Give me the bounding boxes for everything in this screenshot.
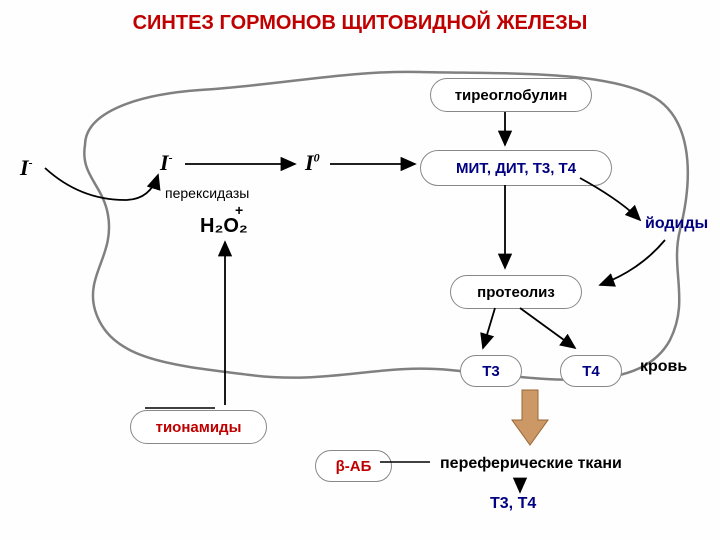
t3-label: Т3: [482, 363, 500, 380]
t3t4-final-label: Т3, Т4: [490, 495, 536, 513]
node-thyroglobulin: тиреоглобулин: [430, 78, 592, 112]
node-beta-ab: β-АБ: [315, 450, 392, 482]
blood-label: кровь: [640, 358, 687, 376]
h2o2-label: Н₂О₂: [200, 215, 248, 238]
peripheral-label: переферические ткани: [440, 455, 622, 473]
i-zero: I0: [305, 150, 320, 176]
node-mit-dit: МИТ, ДИТ, Т3, Т4: [420, 150, 612, 186]
node-t3: Т3: [460, 355, 522, 387]
page-title: СИНТЕЗ ГОРМОНОВ ЩИТОВИДНОЙ ЖЕЛЕЗЫ: [0, 12, 720, 35]
i-minus-outside: I-: [20, 155, 33, 181]
peroxidase-label: перексидазы: [165, 185, 249, 201]
node-t4: Т4: [560, 355, 622, 387]
beta-ab-label: β-АБ: [336, 458, 372, 475]
t4-label: Т4: [582, 363, 600, 380]
iodides-label: йодиды: [645, 215, 708, 233]
thyroglobulin-label: тиреоглобулин: [455, 87, 568, 104]
mit-dit-label: МИТ, ДИТ, Т3, Т4: [456, 160, 576, 177]
thionamides-label: тионамиды: [156, 419, 242, 436]
block-arrow-down: [512, 390, 548, 445]
node-thionamides: тионамиды: [130, 410, 267, 444]
i-minus-inside: I-: [160, 150, 173, 176]
proteolysis-label: протеолиз: [477, 284, 555, 301]
node-proteolysis: протеолиз: [450, 275, 582, 309]
